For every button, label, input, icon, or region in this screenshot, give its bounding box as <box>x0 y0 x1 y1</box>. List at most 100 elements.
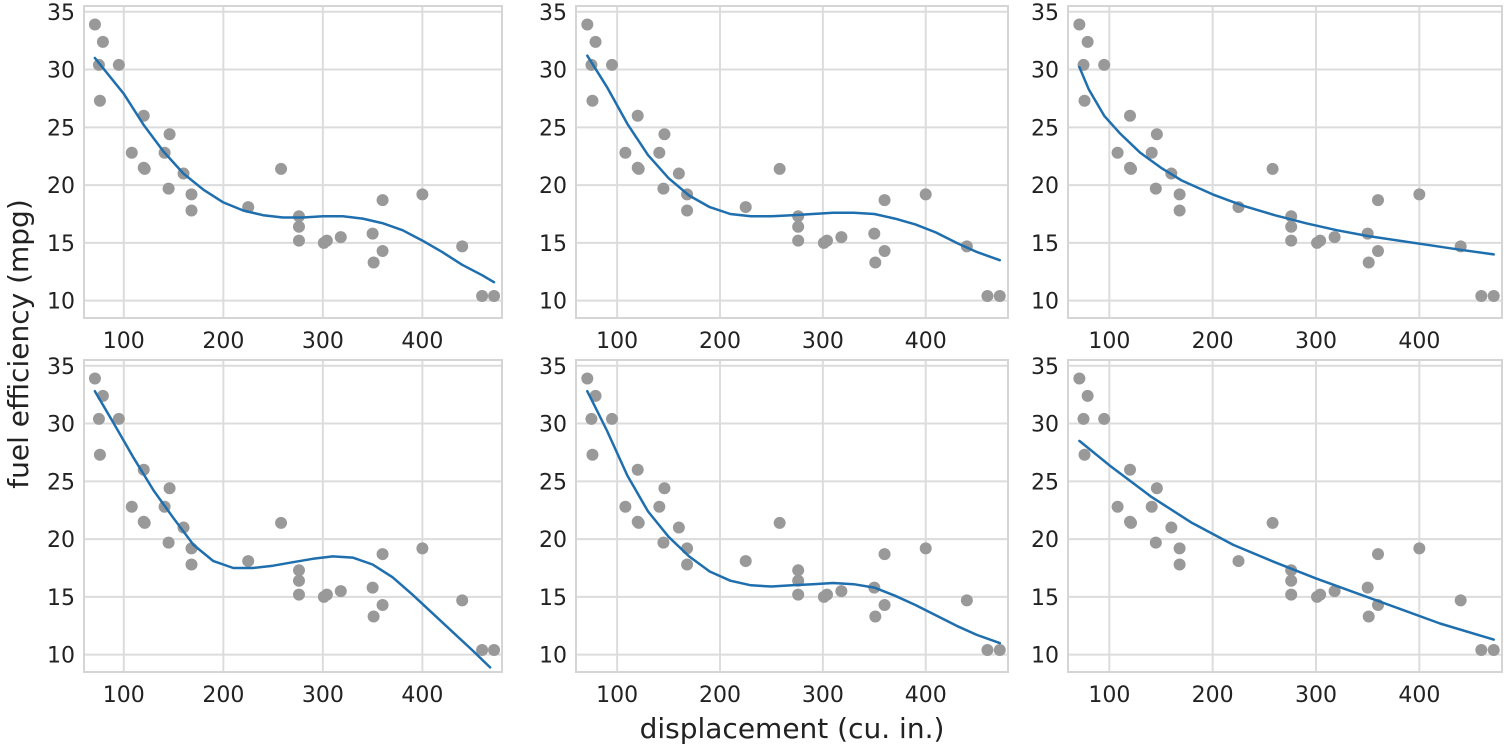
data-point <box>581 372 594 385</box>
data-point <box>1372 194 1384 207</box>
y-tick-label: 35 <box>1031 355 1059 380</box>
data-point <box>606 412 618 425</box>
data-point <box>376 548 389 561</box>
data-point <box>1487 290 1500 303</box>
x-tick-label: 400 <box>905 329 947 354</box>
data-point <box>112 412 125 425</box>
fit-line <box>1078 65 1495 256</box>
data-point <box>292 564 305 577</box>
panel-2: 100 200 300 400 10 15 20 25 30 35 <box>539 1 1009 354</box>
data-point <box>657 536 670 549</box>
data-point <box>88 18 101 31</box>
data-point <box>1487 644 1500 657</box>
data-point <box>376 194 389 207</box>
x-tick-label: 300 <box>1295 329 1337 354</box>
data-point <box>1372 244 1384 257</box>
data-point <box>993 290 1006 303</box>
data-point <box>476 290 489 303</box>
data-point <box>275 162 288 175</box>
y-tick-label: 15 <box>1031 586 1059 611</box>
data-point <box>657 182 670 195</box>
data-point <box>334 231 347 244</box>
data-point <box>792 588 805 601</box>
x-tick-label: 200 <box>1192 683 1234 708</box>
data-point <box>681 204 694 217</box>
x-tick-label: 100 <box>596 329 638 354</box>
x-tick-label: 200 <box>202 683 244 708</box>
data-point <box>653 500 666 513</box>
panels: 100 200 300 400 10 15 20 25 30 35 100 200 300 400 10 15… <box>47 1 1503 708</box>
data-point <box>653 146 666 159</box>
data-point <box>1285 588 1298 601</box>
data-point <box>456 594 469 607</box>
data-point <box>292 588 305 601</box>
data-point <box>93 448 106 461</box>
data-point <box>488 290 501 303</box>
data-point <box>1073 18 1086 31</box>
y-tick-label: 10 <box>47 290 75 315</box>
data-point <box>1454 594 1467 607</box>
data-point <box>162 536 175 549</box>
y-tick-label: 30 <box>47 413 75 438</box>
y-tick-label: 20 <box>1031 174 1059 199</box>
x-tick-label: 300 <box>1295 683 1337 708</box>
data-point <box>869 610 882 623</box>
data-point <box>488 644 501 657</box>
data-point <box>773 162 786 175</box>
data-point <box>835 231 848 244</box>
fit-line <box>586 389 1002 645</box>
data-point <box>88 372 101 385</box>
y-tick-label: 30 <box>539 413 567 438</box>
data-point <box>681 558 694 571</box>
data-point <box>1098 58 1111 71</box>
data-point <box>658 482 671 495</box>
data-point <box>242 555 255 568</box>
data-point <box>137 515 150 528</box>
data-point <box>919 188 932 201</box>
data-point <box>320 234 333 247</box>
data-point <box>586 94 599 107</box>
y-tick-label: 30 <box>47 59 75 84</box>
data-point <box>619 500 632 513</box>
data-point <box>292 220 305 233</box>
data-point <box>320 588 333 601</box>
data-point <box>792 564 805 577</box>
data-point <box>1285 574 1298 587</box>
data-point <box>1266 162 1279 175</box>
data-point <box>631 463 644 476</box>
data-point <box>919 542 932 555</box>
data-point <box>1361 581 1374 594</box>
y-axis-title: fuel efficiency (mpg) <box>2 199 35 489</box>
data-point <box>631 161 644 174</box>
x-tick-label: 100 <box>1088 329 1130 354</box>
data-point <box>1173 542 1186 555</box>
fit-line <box>93 389 492 669</box>
y-tick-label: 25 <box>539 470 567 495</box>
y-tick-label: 25 <box>47 116 75 141</box>
data-point <box>878 598 891 611</box>
data-point <box>416 542 429 555</box>
data-point <box>631 109 644 122</box>
data-point <box>878 244 891 257</box>
y-tick-label: 10 <box>1031 644 1059 669</box>
x-tick-label: 200 <box>699 683 741 708</box>
data-point <box>589 35 602 48</box>
data-point <box>376 598 389 611</box>
data-point <box>1145 500 1158 513</box>
data-point <box>589 389 602 402</box>
data-point <box>1413 188 1426 201</box>
data-point <box>581 18 594 31</box>
y-tick-label: 35 <box>539 1 567 26</box>
data-point <box>1173 558 1186 571</box>
data-point <box>1314 234 1327 247</box>
data-point <box>163 482 176 495</box>
fit-line <box>586 54 1002 262</box>
panel-border <box>575 5 1009 319</box>
data-point <box>619 146 632 159</box>
data-point <box>275 516 288 529</box>
y-tick-label: 10 <box>1031 290 1059 315</box>
panel-border <box>1067 5 1503 319</box>
data-point <box>835 585 848 598</box>
data-point <box>792 210 805 223</box>
y-tick-label: 35 <box>539 355 567 380</box>
